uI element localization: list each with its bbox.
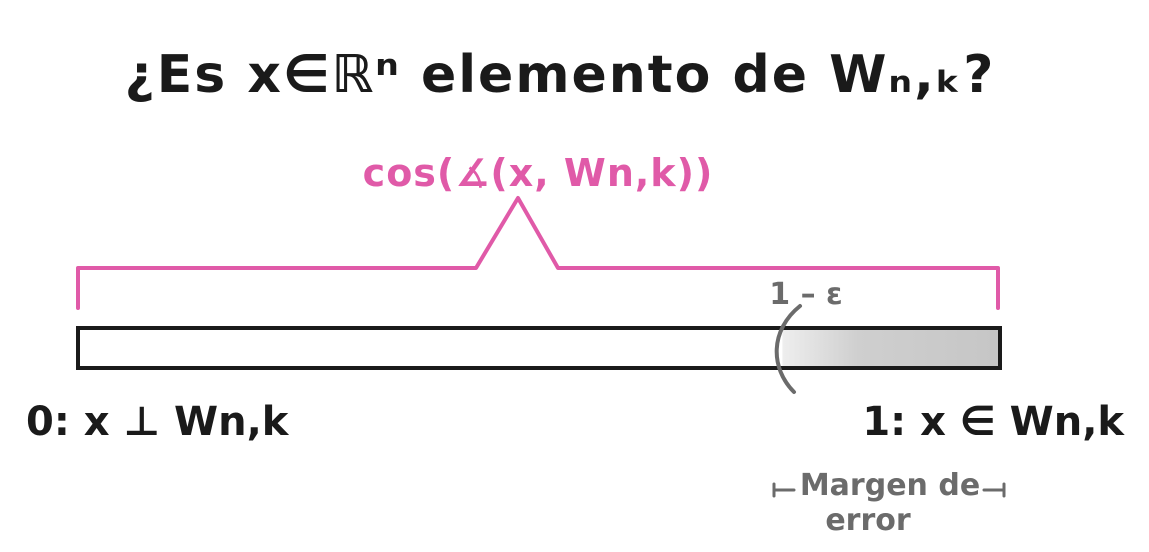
- brace-label: cos(∡(x, Wn,k)): [363, 151, 714, 195]
- left-endpoint-label: 0: x ⊥ Wn,k: [26, 399, 290, 445]
- margin-of-error-region: [782, 330, 998, 366]
- range-brace: [76, 196, 1000, 310]
- threshold-marker: [774, 304, 802, 394]
- margin-label-line1: Margen de: [800, 468, 980, 503]
- margin-label-line2: error: [825, 503, 911, 538]
- right-endpoint-label: 1: x ∈ Wn,k: [862, 399, 1125, 445]
- diagram-title: ¿Es x∈ℝⁿ elemento de Wₙ,ₖ?: [125, 45, 996, 105]
- margin-left-tick: [772, 482, 796, 498]
- threshold-label: 1 – ε: [769, 277, 842, 312]
- margin-right-tick: [982, 482, 1006, 498]
